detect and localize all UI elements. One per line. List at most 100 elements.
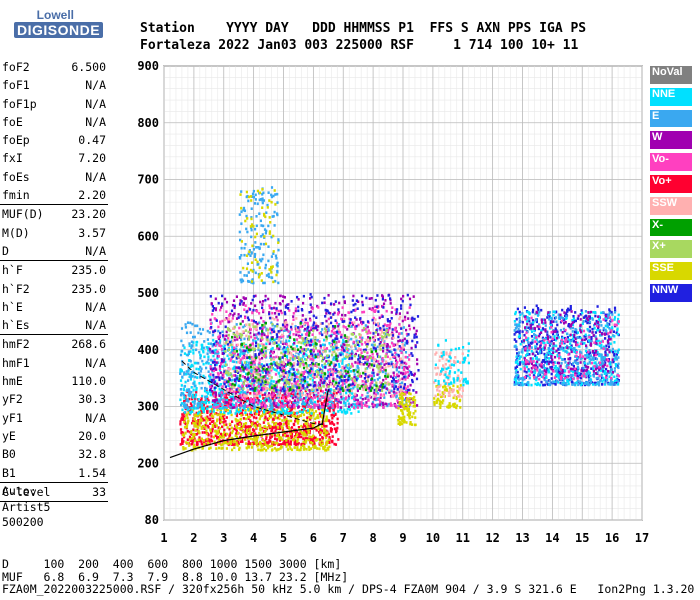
- echo-point: [205, 421, 208, 425]
- echo-point: [303, 370, 306, 374]
- echo-point: [307, 445, 310, 449]
- echo-point: [403, 375, 406, 379]
- echo-point: [292, 430, 295, 433]
- echo-point: [245, 425, 249, 429]
- echo-point: [296, 380, 299, 383]
- echo-point: [342, 382, 345, 385]
- echo-point: [323, 296, 326, 300]
- echo-point: [322, 343, 325, 347]
- echo-point: [263, 375, 266, 378]
- echo-point: [358, 360, 361, 363]
- echo-point: [266, 426, 269, 429]
- echo-point: [255, 325, 258, 328]
- echo-point: [281, 400, 284, 403]
- echo-point: [212, 399, 215, 402]
- echo-point: [195, 407, 198, 410]
- echo-point: [392, 371, 395, 375]
- echo-point: [375, 323, 378, 327]
- echo-point: [289, 432, 292, 436]
- echo-point: [353, 325, 357, 329]
- echo-point: [330, 388, 333, 392]
- echo-point: [186, 321, 190, 324]
- echo-point: [278, 423, 281, 426]
- echo-point: [266, 433, 269, 437]
- echo-point: [240, 427, 243, 431]
- echo-point: [258, 395, 261, 398]
- echo-point: [279, 410, 282, 414]
- echo-point: [297, 298, 300, 301]
- echo-point: [264, 298, 267, 302]
- echo-point: [376, 345, 379, 349]
- echo-point: [208, 418, 211, 422]
- echo-point: [263, 333, 266, 337]
- echo-point: [217, 432, 220, 435]
- echo-point: [360, 351, 363, 354]
- echo-point: [321, 436, 324, 440]
- echo-point: [231, 402, 234, 406]
- echo-point: [319, 344, 322, 347]
- echo-point: [263, 325, 266, 328]
- echo-point: [252, 405, 255, 408]
- echo-point: [388, 391, 391, 394]
- echo-point: [190, 386, 193, 389]
- echo-point: [336, 405, 339, 409]
- echo-point: [306, 333, 309, 337]
- echo-point: [212, 415, 215, 418]
- echo-point: [271, 351, 274, 355]
- echo-point: [318, 441, 322, 444]
- echo-point: [334, 337, 337, 340]
- echo-point: [206, 360, 209, 364]
- echo-point: [262, 310, 265, 314]
- echo-point: [185, 331, 189, 335]
- echo-point: [310, 326, 313, 330]
- echo-point: [352, 406, 356, 409]
- echo-point: [271, 394, 274, 397]
- echo-point: [231, 378, 234, 382]
- echo-point: [416, 358, 419, 361]
- echo-point: [244, 357, 247, 360]
- echo-point: [201, 403, 204, 407]
- echo-point: [324, 308, 327, 312]
- echo-point: [354, 327, 357, 331]
- echo-point: [224, 401, 227, 404]
- echo-point: [270, 348, 273, 351]
- echo-point: [214, 329, 217, 332]
- echo-point: [413, 374, 416, 377]
- echo-point: [288, 437, 291, 440]
- echo-point: [236, 426, 239, 430]
- echo-point: [258, 312, 261, 315]
- echo-point: [277, 410, 280, 414]
- echo-point: [261, 303, 264, 306]
- echo-point: [280, 311, 283, 315]
- echo-point: [301, 325, 304, 328]
- echo-point: [282, 405, 285, 408]
- echo-point: [372, 403, 375, 407]
- echo-point: [316, 365, 319, 368]
- echo-point: [217, 426, 220, 429]
- echo-point: [373, 339, 376, 342]
- echo-point: [190, 406, 193, 410]
- echo-point: [303, 445, 306, 448]
- echo-point: [212, 393, 215, 396]
- echo-point: [303, 348, 306, 351]
- echo-point: [328, 400, 331, 404]
- echo-point: [238, 388, 241, 392]
- echo-point: [325, 415, 328, 418]
- echo-point: [318, 420, 321, 424]
- echo-point: [257, 385, 260, 388]
- echo-point: [275, 337, 278, 340]
- echo-point: [234, 434, 237, 437]
- echo-point: [314, 322, 317, 325]
- echo-point: [363, 385, 366, 389]
- echo-point: [336, 403, 339, 407]
- echo-point: [245, 442, 248, 445]
- echo-point: [189, 350, 192, 353]
- echo-point: [296, 439, 299, 443]
- echo-point: [416, 362, 419, 366]
- echo-point: [394, 343, 397, 347]
- echo-point: [183, 420, 186, 424]
- echo-point: [314, 410, 318, 413]
- echo-point: [414, 345, 417, 349]
- echo-point: [373, 397, 376, 401]
- echo-point: [251, 405, 254, 409]
